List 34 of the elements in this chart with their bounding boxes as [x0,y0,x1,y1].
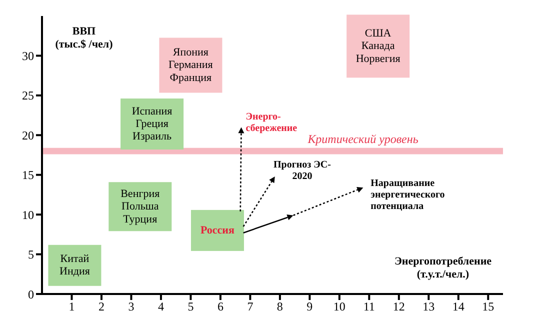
x-tick-label: 11 [363,300,375,314]
y-tick-label: 10 [22,208,34,222]
x-tick-label: 15 [482,300,494,314]
x-tick-label: 5 [188,300,194,314]
annotation: Китай Индия [60,253,90,278]
annotation: Испания Греция Израиль [132,105,172,143]
y-tick-label: 25 [22,88,34,103]
y-tick-label: 0 [28,287,34,302]
y-tick-label: 30 [22,48,34,63]
annotation: Наращивание энергетического потенциала [370,178,445,212]
annotation: Венгрия Польша Турция [120,188,160,226]
annotation: Россия [200,224,235,236]
annotation: Прогноз ЭС- 2020 [273,158,331,182]
annotation: Энерго- сбережение [246,111,298,134]
x-tick-label: 14 [452,300,464,314]
x-tick-label: 4 [158,300,164,314]
annotation: Япония Германия Франция [168,46,213,84]
x-tick-label: 12 [392,300,405,314]
x-tick-label: 6 [217,300,224,314]
x-axis-title: Энергопотребление (т.у.т./чел.) [394,256,492,280]
band-label: Критический уровень [306,132,419,146]
y-tick-label: 5 [28,248,34,262]
x-tick-label: 2 [98,300,104,314]
x-tick-label: 13 [422,300,435,314]
x-tick-label: 7 [247,300,254,314]
x-tick-label: 3 [128,300,134,314]
x-tick-label: 1 [68,300,75,314]
x-tick-label: 8 [276,300,283,314]
x-tick-label: 9 [306,300,313,314]
y-tick-label: 15 [22,168,34,182]
y-tick-label: 20 [22,128,34,142]
x-tick-label: 10 [333,300,346,314]
y-axis-title: ВВП (тыс.$ /чел) [55,26,114,50]
annotation: США Канада Норвегия [356,28,400,65]
